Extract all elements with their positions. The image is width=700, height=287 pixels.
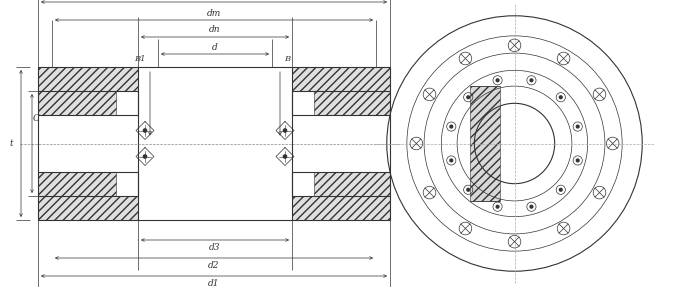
Bar — [38, 172, 116, 196]
Circle shape — [450, 125, 453, 128]
Text: d1: d1 — [209, 280, 220, 287]
Text: C: C — [33, 114, 39, 123]
Bar — [38, 196, 138, 220]
Text: t: t — [9, 139, 13, 148]
Text: d2: d2 — [209, 261, 220, 271]
Circle shape — [496, 79, 499, 82]
Text: d: d — [212, 42, 218, 51]
Bar — [38, 67, 138, 91]
Circle shape — [467, 96, 470, 99]
Circle shape — [467, 188, 470, 191]
Text: dn: dn — [209, 26, 220, 34]
Circle shape — [144, 129, 146, 132]
Circle shape — [576, 125, 579, 128]
Circle shape — [496, 205, 499, 208]
Circle shape — [530, 79, 533, 82]
Text: dm: dm — [207, 9, 221, 18]
Bar — [314, 91, 390, 115]
Bar — [292, 196, 390, 220]
Circle shape — [144, 155, 146, 158]
Circle shape — [576, 159, 579, 162]
Circle shape — [530, 205, 533, 208]
Circle shape — [450, 159, 453, 162]
Circle shape — [284, 129, 286, 132]
Bar — [314, 172, 390, 196]
Text: B: B — [284, 55, 290, 63]
Bar — [470, 86, 500, 201]
Bar — [38, 91, 116, 115]
Text: B1: B1 — [134, 55, 146, 63]
Circle shape — [559, 96, 562, 99]
Circle shape — [559, 188, 562, 191]
Circle shape — [284, 155, 286, 158]
Text: d3: d3 — [209, 243, 220, 253]
Bar — [292, 67, 390, 91]
